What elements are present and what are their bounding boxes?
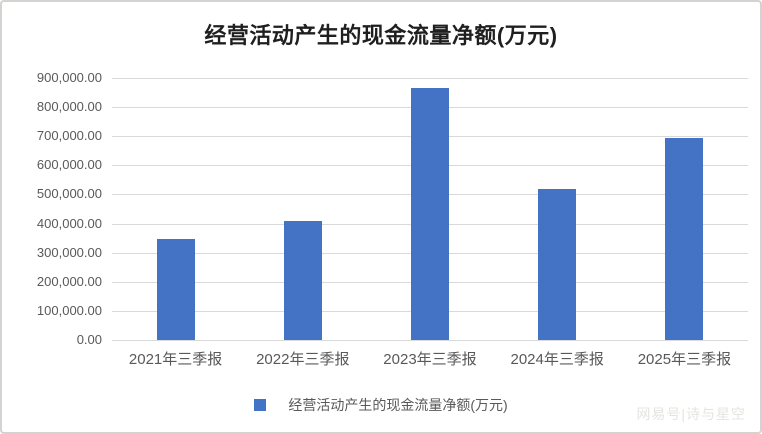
x-tick-label: 2025年三季报 [637,351,732,368]
watermark: 网易号|诗与星空 [636,406,746,422]
x-tick-label: 2022年三季报 [256,351,350,368]
y-tick-label: 400,000.00 [36,215,102,231]
x-tick-label: 2023年三季报 [383,351,477,368]
y-tick-label: 0.00 [76,332,102,347]
y-tick-label: 500,000.00 [36,186,102,202]
y-tick-label: 900,000.00 [36,70,102,85]
bar [411,88,449,340]
legend-swatch-icon [254,399,267,411]
y-tick-label: 200,000.00 [36,273,102,289]
gridline [112,340,748,341]
bar [156,239,195,340]
chart-title: 经营活动产生的现金流量净额(万元) [204,23,558,48]
y-axis: 0.00 100,000.00 200,000.00 300,000.00 400,00… [2,70,102,347]
y-tick-label: 800,000.00 [36,99,102,115]
plot-area [112,78,748,341]
x-axis: 2021年三季报 2022年三季报 2023年三季报 2024年三季报 2025年三季报 [112,348,748,370]
y-tick-label: 700,000.00 [36,128,102,144]
x-tick-label: 2021年三季报 [128,351,223,368]
y-tick-label: 600,000.00 [36,157,102,173]
y-tick-label: 300,000.00 [36,244,102,260]
bar [538,188,577,340]
legend: 经营活动产生的现金流量净额(万元) [2,395,760,415]
bar [665,137,704,340]
x-tick-label: 2024年三季报 [510,351,604,368]
legend-label: 经营活动产生的现金流量净额(万元) [288,397,508,413]
bar [283,220,322,340]
y-tick-label: 100,000.00 [36,302,102,318]
gridline [112,78,748,79]
